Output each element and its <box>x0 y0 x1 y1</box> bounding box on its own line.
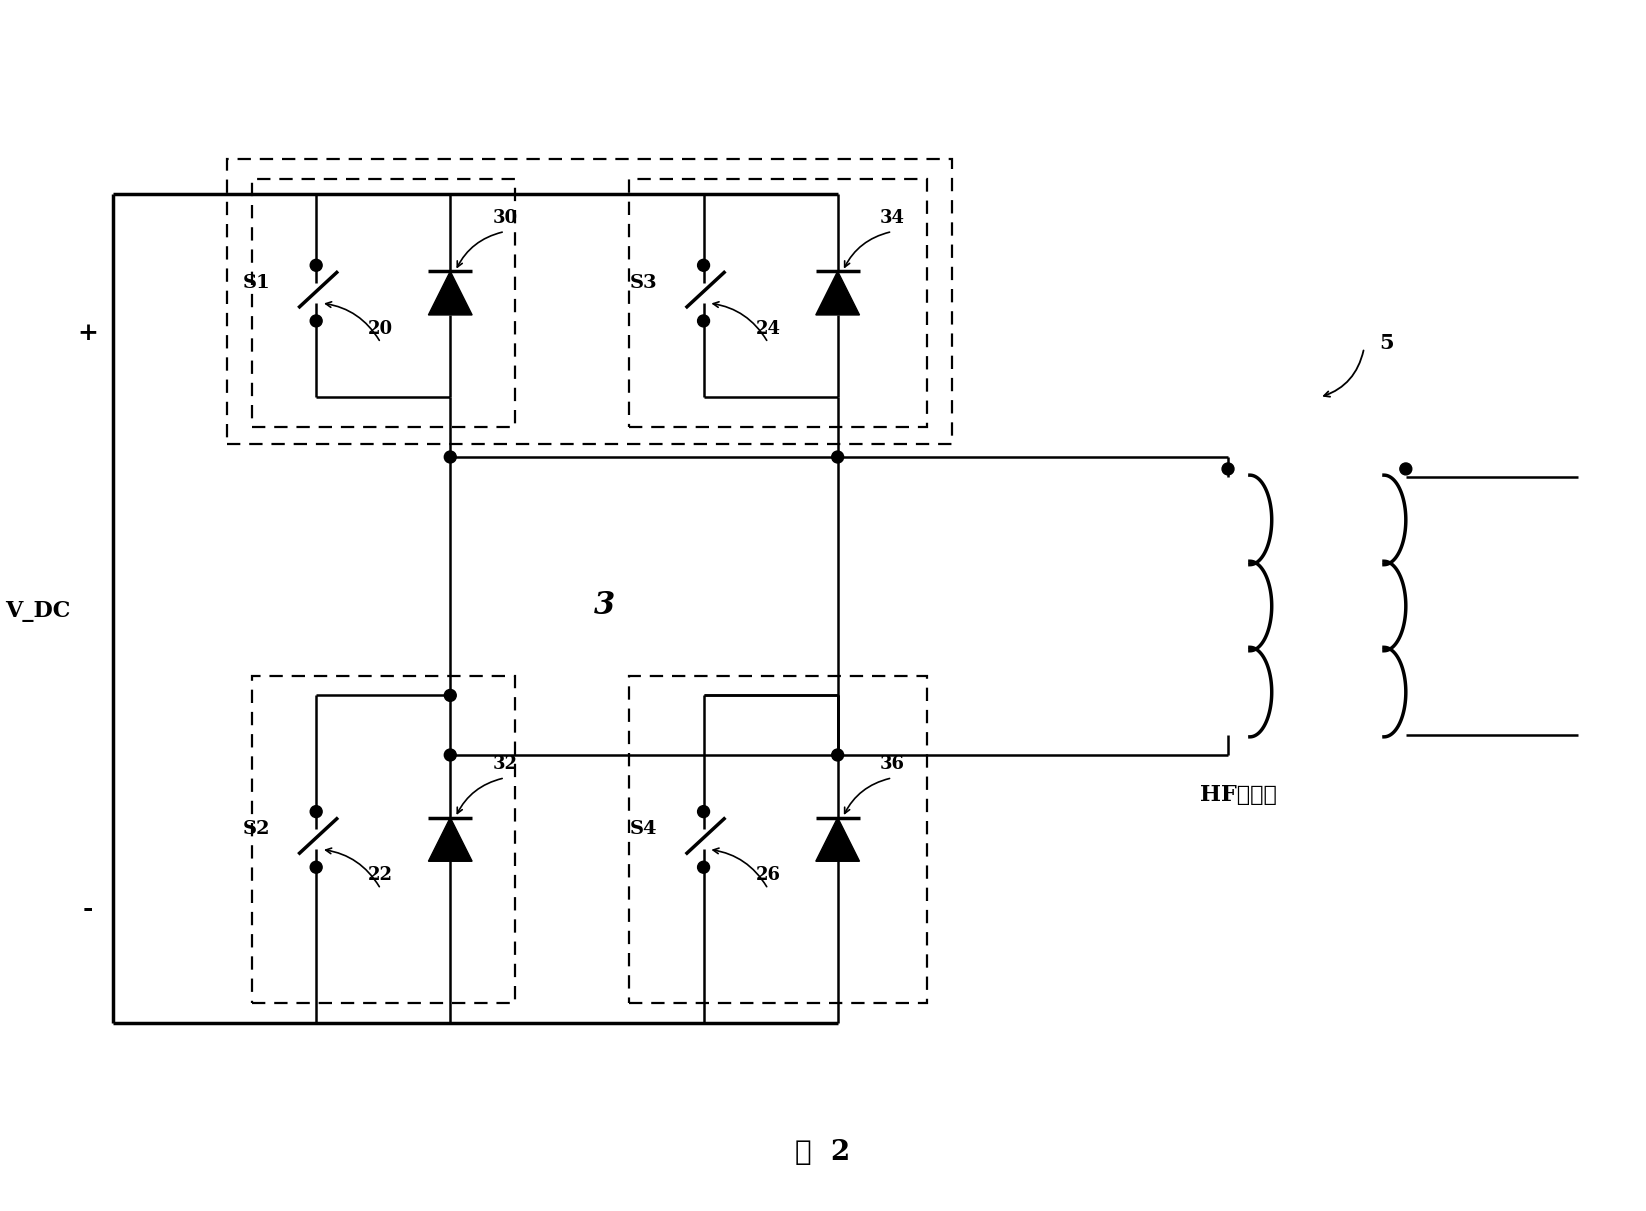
Polygon shape <box>816 817 859 861</box>
Text: 24: 24 <box>756 320 780 338</box>
Circle shape <box>698 805 709 817</box>
Circle shape <box>698 315 709 327</box>
Text: -: - <box>82 897 92 920</box>
Circle shape <box>1221 463 1234 475</box>
Circle shape <box>444 689 456 701</box>
Text: S4: S4 <box>630 821 658 838</box>
Circle shape <box>698 259 709 271</box>
Text: S2: S2 <box>244 821 270 838</box>
Text: 30: 30 <box>492 208 517 226</box>
Circle shape <box>698 861 709 873</box>
Text: S3: S3 <box>630 274 658 292</box>
Circle shape <box>831 750 844 761</box>
Bar <box>227 159 951 444</box>
Text: 26: 26 <box>756 866 780 884</box>
Text: +: + <box>77 321 99 345</box>
Circle shape <box>309 315 323 327</box>
Circle shape <box>309 259 323 271</box>
Text: 图  2: 图 2 <box>795 1138 851 1166</box>
Text: 36: 36 <box>881 754 905 773</box>
Bar <box>629 179 927 427</box>
Bar <box>629 676 927 1004</box>
Circle shape <box>309 861 323 873</box>
Text: 20: 20 <box>369 320 393 338</box>
Polygon shape <box>428 271 472 315</box>
Circle shape <box>444 450 456 463</box>
Text: S1: S1 <box>242 274 270 292</box>
Text: 34: 34 <box>881 208 905 226</box>
Circle shape <box>309 805 323 817</box>
Bar <box>252 179 515 427</box>
Polygon shape <box>428 817 472 861</box>
Text: V_DC: V_DC <box>5 599 71 622</box>
Circle shape <box>444 750 456 761</box>
Text: HF变压器: HF变压器 <box>1200 784 1277 805</box>
Polygon shape <box>816 271 859 315</box>
Circle shape <box>1399 463 1412 475</box>
Text: 3: 3 <box>594 591 616 621</box>
Bar <box>252 676 515 1004</box>
Text: 32: 32 <box>492 754 517 773</box>
Text: 22: 22 <box>369 866 393 884</box>
Circle shape <box>831 450 844 463</box>
Text: 5: 5 <box>1379 333 1394 352</box>
